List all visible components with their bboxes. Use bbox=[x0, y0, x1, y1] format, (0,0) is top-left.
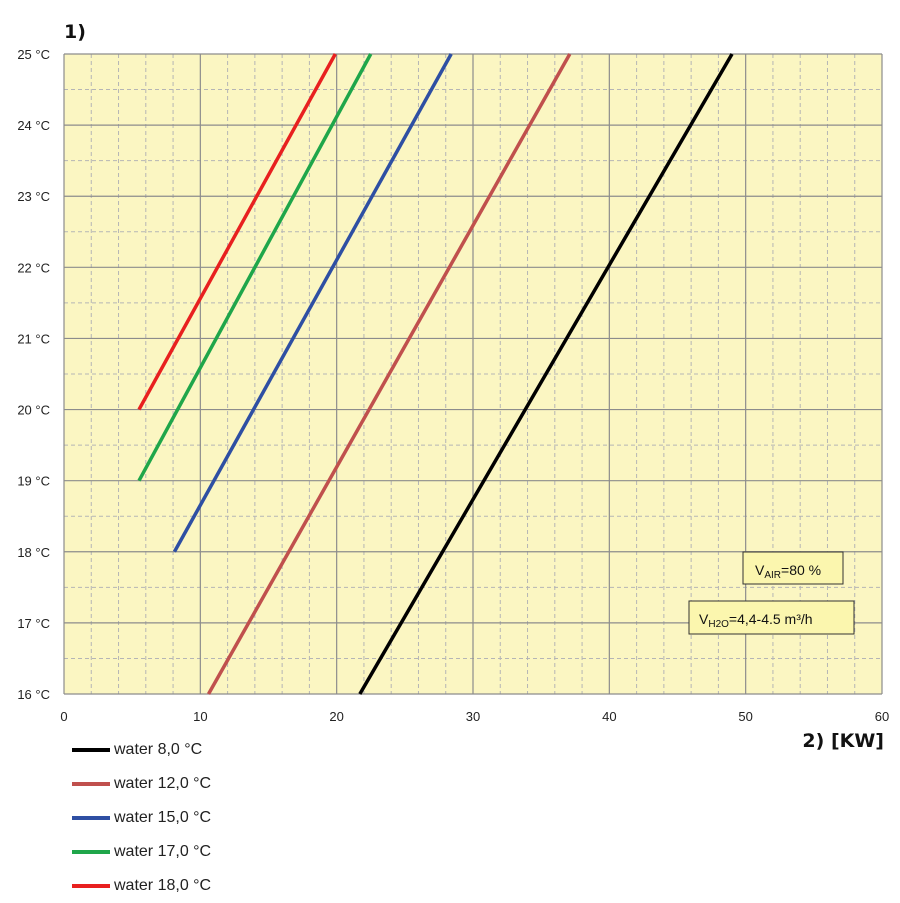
x-tick-label: 10 bbox=[193, 709, 207, 724]
x-tick-label: 40 bbox=[602, 709, 616, 724]
x-tick-label: 50 bbox=[738, 709, 752, 724]
svg-text:VAIR=80 %: VAIR=80 % bbox=[755, 562, 821, 581]
legend-label: water 15,0 °C bbox=[114, 809, 212, 826]
y-tick-label: 21 °C bbox=[17, 331, 50, 346]
y-axis-title: 1) bbox=[64, 21, 86, 43]
legend-item-water-17: water 17,0 °C bbox=[72, 835, 211, 869]
annotation-water: VH2O=4,4-4.5 m³/h bbox=[688, 600, 855, 635]
annotation-water-rest: =4,4-4.5 m³/h bbox=[729, 611, 813, 627]
y-tick-label: 20 °C bbox=[17, 403, 50, 418]
annotation-air-main: V bbox=[755, 562, 765, 578]
legend-item-water-18: water 18,0 °C bbox=[72, 869, 211, 903]
legend-item-water-15: water 15,0 °C bbox=[72, 801, 211, 835]
legend-label: water 12,0 °C bbox=[114, 775, 212, 792]
annotation-air-sub: AIR bbox=[764, 570, 781, 581]
legend-label: water 8,0 °C bbox=[114, 741, 203, 758]
series-line-1 bbox=[206, 53, 572, 695]
legend-swatch bbox=[72, 816, 110, 820]
svg-text:VH2O=4,4-4.5 m³/h: VH2O=4,4-4.5 m³/h bbox=[699, 611, 813, 630]
y-tick-label: 18 °C bbox=[17, 545, 50, 560]
series-line-4 bbox=[137, 53, 337, 411]
annotation-water-sub: H2O bbox=[708, 619, 729, 630]
legend: water 8,0 °C water 12,0 °C water 15,0 °C… bbox=[72, 733, 211, 903]
series-line-3 bbox=[137, 53, 373, 482]
x-tick-label: 30 bbox=[466, 709, 480, 724]
legend-swatch bbox=[72, 748, 110, 752]
legend-item-water-12: water 12,0 °C bbox=[72, 767, 211, 801]
series-line-0 bbox=[358, 53, 734, 695]
series-lines bbox=[137, 53, 734, 695]
y-tick-label: 23 °C bbox=[17, 189, 50, 204]
y-tick-label: 25 °C bbox=[17, 47, 50, 62]
annotation-air-rest: =80 % bbox=[781, 562, 821, 578]
legend-label: water 18,0 °C bbox=[114, 877, 212, 894]
legend-swatch bbox=[72, 884, 110, 888]
legend-label: water 17,0 °C bbox=[114, 843, 212, 860]
y-tick-label: 19 °C bbox=[17, 474, 50, 489]
series-line-2 bbox=[172, 53, 453, 553]
y-tick-label: 16 °C bbox=[17, 687, 50, 702]
legend-item-water-8: water 8,0 °C bbox=[72, 733, 211, 767]
x-axis-title: 2) [KW] bbox=[802, 730, 884, 752]
tick-labels: 0 10 20 30 40 50 60 16 °C 17 °C 18 °C 19 °C 20 °C 21… bbox=[17, 47, 889, 724]
y-tick-label: 17 °C bbox=[17, 616, 50, 631]
x-tick-label: 20 bbox=[329, 709, 343, 724]
annotation-air: VAIR=80 % bbox=[742, 551, 844, 585]
x-tick-label: 60 bbox=[875, 709, 889, 724]
y-tick-label: 22 °C bbox=[17, 260, 50, 275]
legend-swatch bbox=[72, 850, 110, 854]
y-tick-label: 24 °C bbox=[17, 118, 50, 133]
legend-swatch bbox=[72, 782, 110, 786]
annotation-water-main: V bbox=[699, 611, 709, 627]
x-tick-label: 0 bbox=[60, 709, 67, 724]
